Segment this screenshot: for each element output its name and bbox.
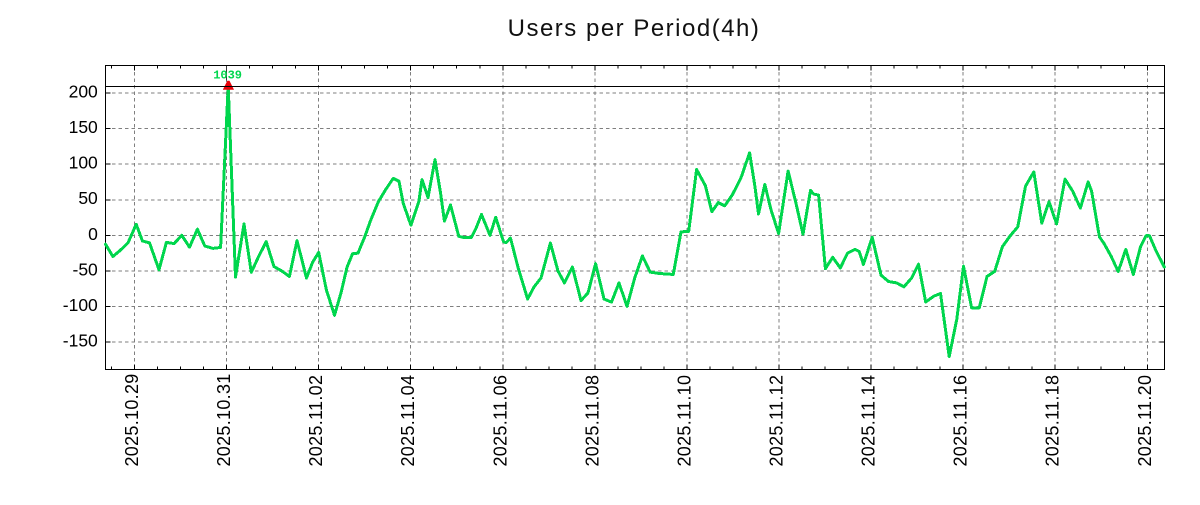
- svg-text:2025.11.20: 2025.11.20: [1135, 375, 1155, 467]
- svg-text:2025.11.02: 2025.11.02: [306, 375, 326, 467]
- svg-text:2025.11.08: 2025.11.08: [582, 375, 602, 467]
- svg-text:200: 200: [69, 82, 98, 102]
- svg-text:-100: -100: [63, 295, 98, 315]
- svg-text:2025.11.10: 2025.11.10: [674, 375, 694, 467]
- svg-text:-50: -50: [73, 259, 99, 279]
- svg-text:50: 50: [78, 188, 98, 208]
- svg-text:2025.10.29: 2025.10.29: [122, 373, 142, 466]
- svg-text:2025.11.12: 2025.11.12: [767, 375, 787, 467]
- svg-text:150: 150: [69, 117, 98, 137]
- svg-text:2025.11.16: 2025.11.16: [951, 375, 971, 467]
- svg-text:2025.11.04: 2025.11.04: [398, 375, 418, 467]
- svg-text:100: 100: [69, 153, 98, 173]
- svg-text:2025.11.06: 2025.11.06: [490, 375, 510, 467]
- svg-text:2025.10.31: 2025.10.31: [214, 373, 234, 466]
- svg-text:0: 0: [88, 224, 98, 244]
- svg-text:-150: -150: [63, 330, 98, 350]
- svg-text:2025.11.14: 2025.11.14: [859, 375, 879, 467]
- svg-text:Users per Period(4h): Users per Period(4h): [508, 15, 761, 42]
- svg-text:2025.11.18: 2025.11.18: [1043, 375, 1063, 467]
- svg-text:1039: 1039: [213, 69, 242, 83]
